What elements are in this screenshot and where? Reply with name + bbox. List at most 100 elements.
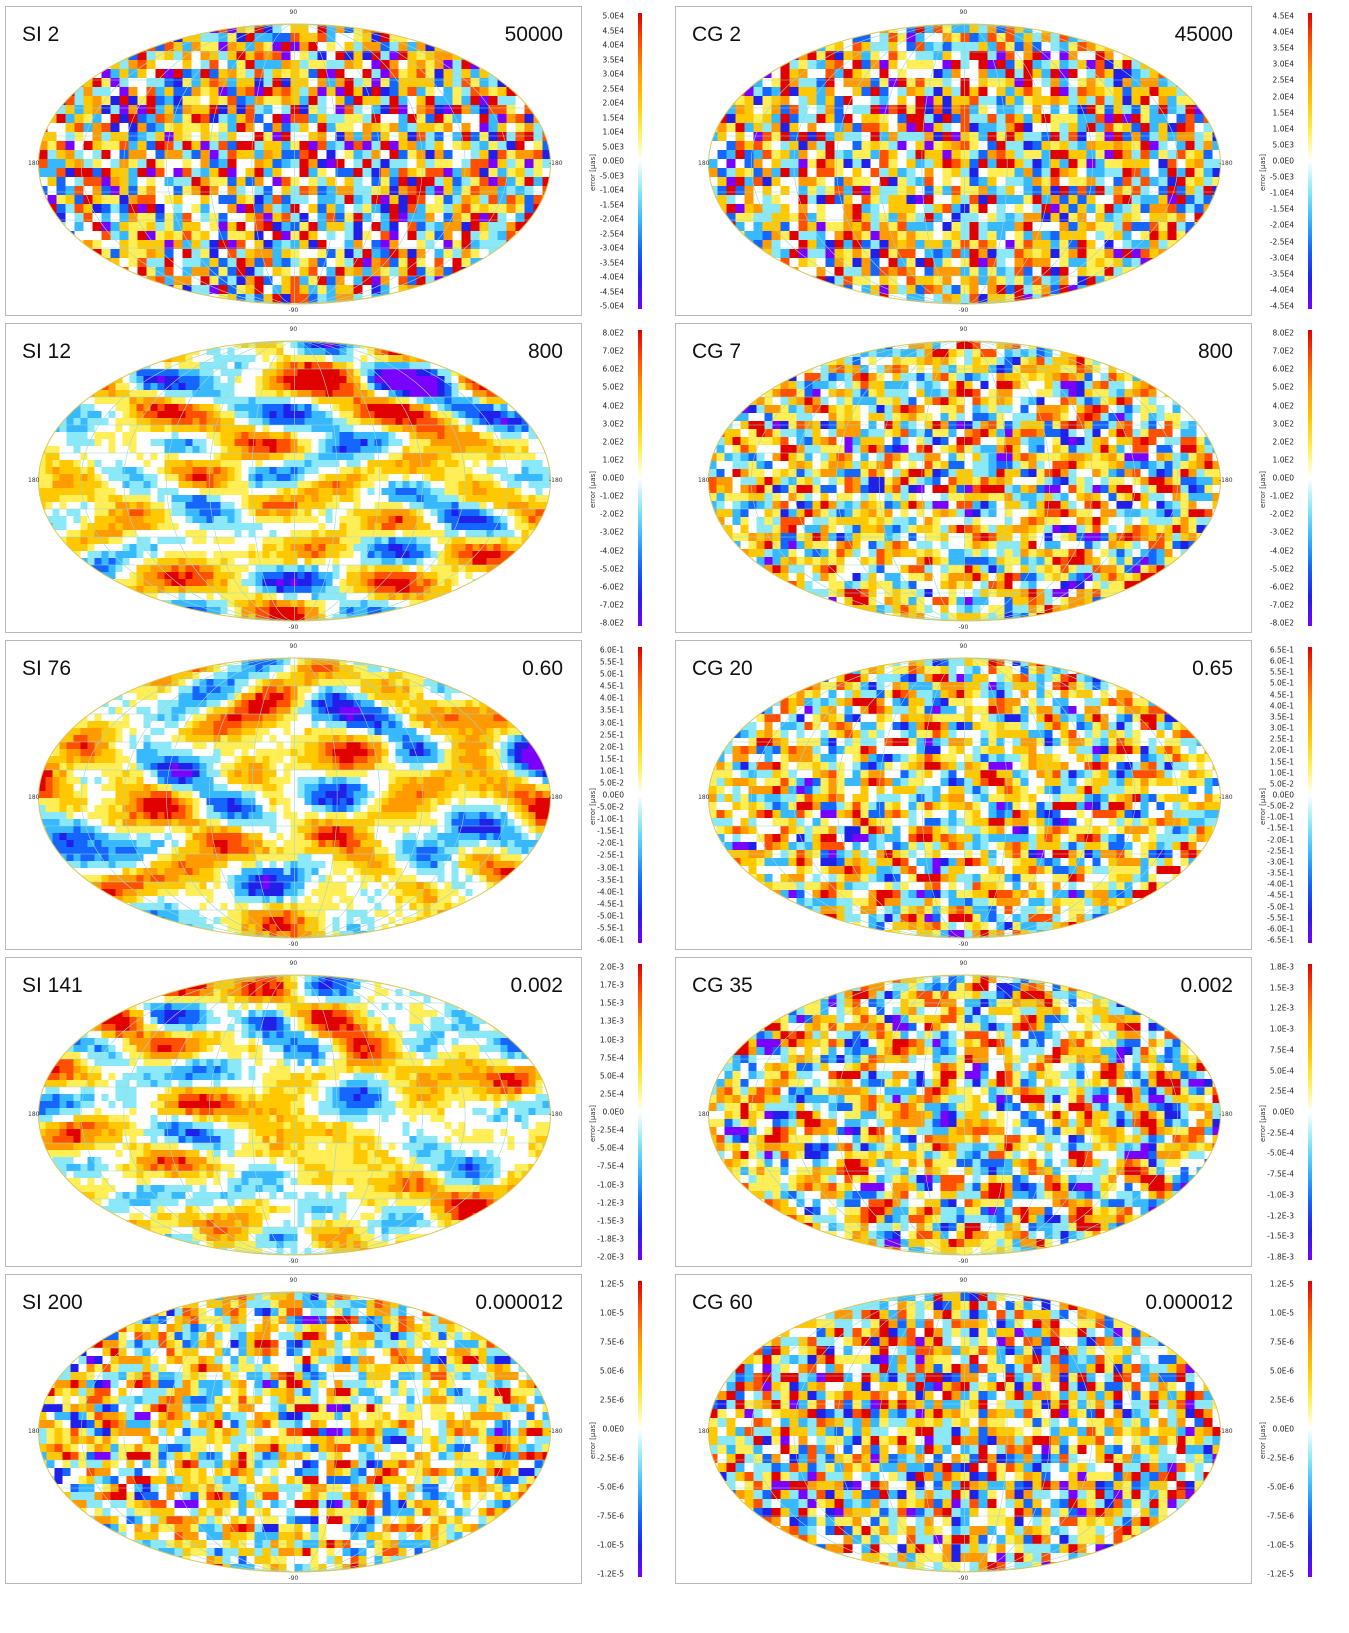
colorbar-tick-label: 1.8E-3 [1270,963,1294,972]
colorbar-tick-label: 5.0E-6 [600,1367,624,1376]
colorbar-tick-label: -7.0E2 [1270,600,1294,609]
graticule [43,24,546,304]
colorbar-tick-label: 2.5E4 [1273,76,1294,85]
panel-scale-value: 800 [1198,340,1233,364]
colorbar-tick-label: 1.0E-5 [1270,1309,1294,1318]
panel-scale-value: 0.002 [510,974,563,998]
colorbar-tick-label: -6.5E-1 [1267,936,1294,945]
colorbar-tick-label: 4.0E4 [1273,28,1294,37]
error-cells [38,24,551,304]
colorbar-tick-label: -3.0E2 [600,528,624,537]
colorbar-tick-label: 2.5E-4 [600,1089,624,1098]
axis-label-east: -180 [1219,1111,1233,1118]
axis-label-west: 180 [28,1428,39,1435]
colorbar-tick-label: -1.0E-1 [1267,813,1294,822]
colorbar-tick-label: -4.5E-1 [1267,891,1294,900]
colorbar: 6.0E-1 5.5E-1 5.0E-1 4.5E-1 4.0E-1 3.5E-1 3.0E… [589,640,648,950]
colorbar-strip [638,964,642,1260]
panel-title: SI 141 [22,974,83,998]
colorbar-tick-label: -2.5E4 [1270,237,1294,246]
colorbar-tick-label: 5.0E-4 [1270,1066,1294,1075]
colorbar-tick-label: 5.0E3 [1273,140,1294,149]
axis-label-south: -90 [289,1258,299,1265]
error-cells [708,24,1221,304]
colorbar-tick-label: 4.5E-1 [600,682,624,691]
colorbar-tick-label: 0.0E0 [603,1425,624,1434]
colorbar-tick-label: 6.0E-1 [1270,657,1294,666]
axis-label-north: 90 [960,9,968,16]
colorbar-tick-label: 0.0E0 [1273,157,1294,166]
panel-scale-value: 800 [528,340,563,364]
axis-label-north: 90 [290,9,298,16]
colorbar-title: error [µas] [1259,154,1267,191]
panel-title: CG 7 [692,340,741,364]
colorbar-tick-label: 4.5E4 [603,26,624,35]
axis-label-east: -180 [549,477,563,484]
colorbar-tick-label: 2.0E-3 [600,963,624,972]
colorbar-tick-label: 1.0E-5 [600,1309,624,1318]
panel-title: CG 2 [692,23,741,47]
panel-scale-value: 0.65 [1192,657,1233,681]
colorbar-tick-label: -4.5E4 [1270,302,1294,311]
colorbar-tick-label: -2.5E-6 [1267,1454,1294,1463]
colorbar-tick-label: 4.5E4 [1273,12,1294,21]
map-outline [38,1291,551,1573]
colorbar-title: error [µas] [1259,1105,1267,1142]
panel-scale-value: 0.60 [522,657,563,681]
sky-map-panel: SI 200 0.000012 90 -90 180 -180 [5,1274,582,1584]
colorbar-tick-label: 3.5E4 [603,55,624,64]
axis-label-west: 180 [28,160,39,167]
sky-map-panel: CG 60 0.000012 90 -90 180 -180 [675,1274,1252,1584]
panel-scale-value: 50000 [505,23,563,47]
error-cells [708,975,1221,1255]
colorbar-tick-label: -1.8E-3 [597,1234,624,1243]
colorbar-tick-label: -4.0E2 [600,546,624,555]
colorbar-tick-label: 1.0E2 [1273,455,1294,464]
colorbar-tick-label: -2.0E-3 [597,1253,624,1262]
colorbar: 1.2E-5 1.0E-5 7.5E-6 5.0E-6 2.5E-6 0.0E0 -2.5E… [589,1274,648,1584]
colorbar-tick-label: -6.0E2 [600,582,624,591]
panel-scale-value: 45000 [1175,23,1233,47]
colorbar-tick-label: 3.5E-1 [600,706,624,715]
axis-label-west: 180 [28,477,39,484]
colorbar-tick-label: -3.5E4 [1270,269,1294,278]
colorbar-tick-label: 2.0E2 [603,437,624,446]
aitoff-map [708,974,1221,1256]
map-outline [708,1291,1221,1573]
colorbar-tick-label: 0.0E0 [603,474,624,483]
axis-label-east: -180 [1219,1428,1233,1435]
colorbar-tick-label: -1.5E-3 [597,1216,624,1225]
colorbar-tick-label: -1.5E-1 [597,827,624,836]
sky-map-panel: SI 2 50000 90 -90 180 -180 [5,6,582,316]
error-cells [38,658,551,938]
colorbar-tick-label: -2.5E-4 [1267,1128,1294,1137]
colorbar-tick-label: 0.0E0 [1273,791,1294,800]
colorbar-tick-label: -5.0E-1 [597,911,624,920]
axis-label-east: -180 [549,1111,563,1118]
colorbar-tick-label: 2.5E-1 [600,730,624,739]
colorbar-tick-label: -1.0E-5 [1267,1541,1294,1550]
colorbar: 8.0E2 7.0E2 6.0E2 5.0E2 4.0E2 3.0E2 2.0E2 1.0E2… [1259,323,1318,633]
colorbar-tick-label: 1.5E-3 [1270,983,1294,992]
aitoff-map [708,1291,1221,1573]
axis-label-south: -90 [289,307,299,314]
colorbar-tick-label: 1.5E-1 [600,754,624,763]
colorbar-tick-label: 8.0E2 [1273,329,1294,338]
colorbar-tick-label: -5.0E-6 [597,1483,624,1492]
colorbar-tick-label: -3.0E-1 [597,863,624,872]
colorbar-tick-label: -3.0E4 [600,244,624,253]
colorbar-tick-label: -4.0E4 [1270,285,1294,294]
colorbar-tick-label: -2.5E-4 [597,1126,624,1135]
colorbar-tick-label: -1.0E-3 [597,1180,624,1189]
colorbar-tick-label: -1.0E2 [600,492,624,501]
colorbar-title: error [µas] [589,1105,597,1142]
colorbar-tick-label: 1.5E-3 [600,999,624,1008]
aitoff-map [708,657,1221,939]
colorbar-ticks: 8.0E2 7.0E2 6.0E2 5.0E2 4.0E2 3.0E2 2.0E2 1.0E2… [1260,323,1308,633]
axis-label-south: -90 [959,1575,969,1582]
colorbar-tick-label: -7.5E-6 [1267,1512,1294,1521]
colorbar-tick-label: -8.0E2 [600,619,624,628]
colorbar-tick-label: 4.0E4 [603,41,624,50]
sky-map-panel: CG 2 45000 90 -90 180 -180 [675,6,1252,316]
colorbar-tick-label: -2.0E-1 [597,839,624,848]
